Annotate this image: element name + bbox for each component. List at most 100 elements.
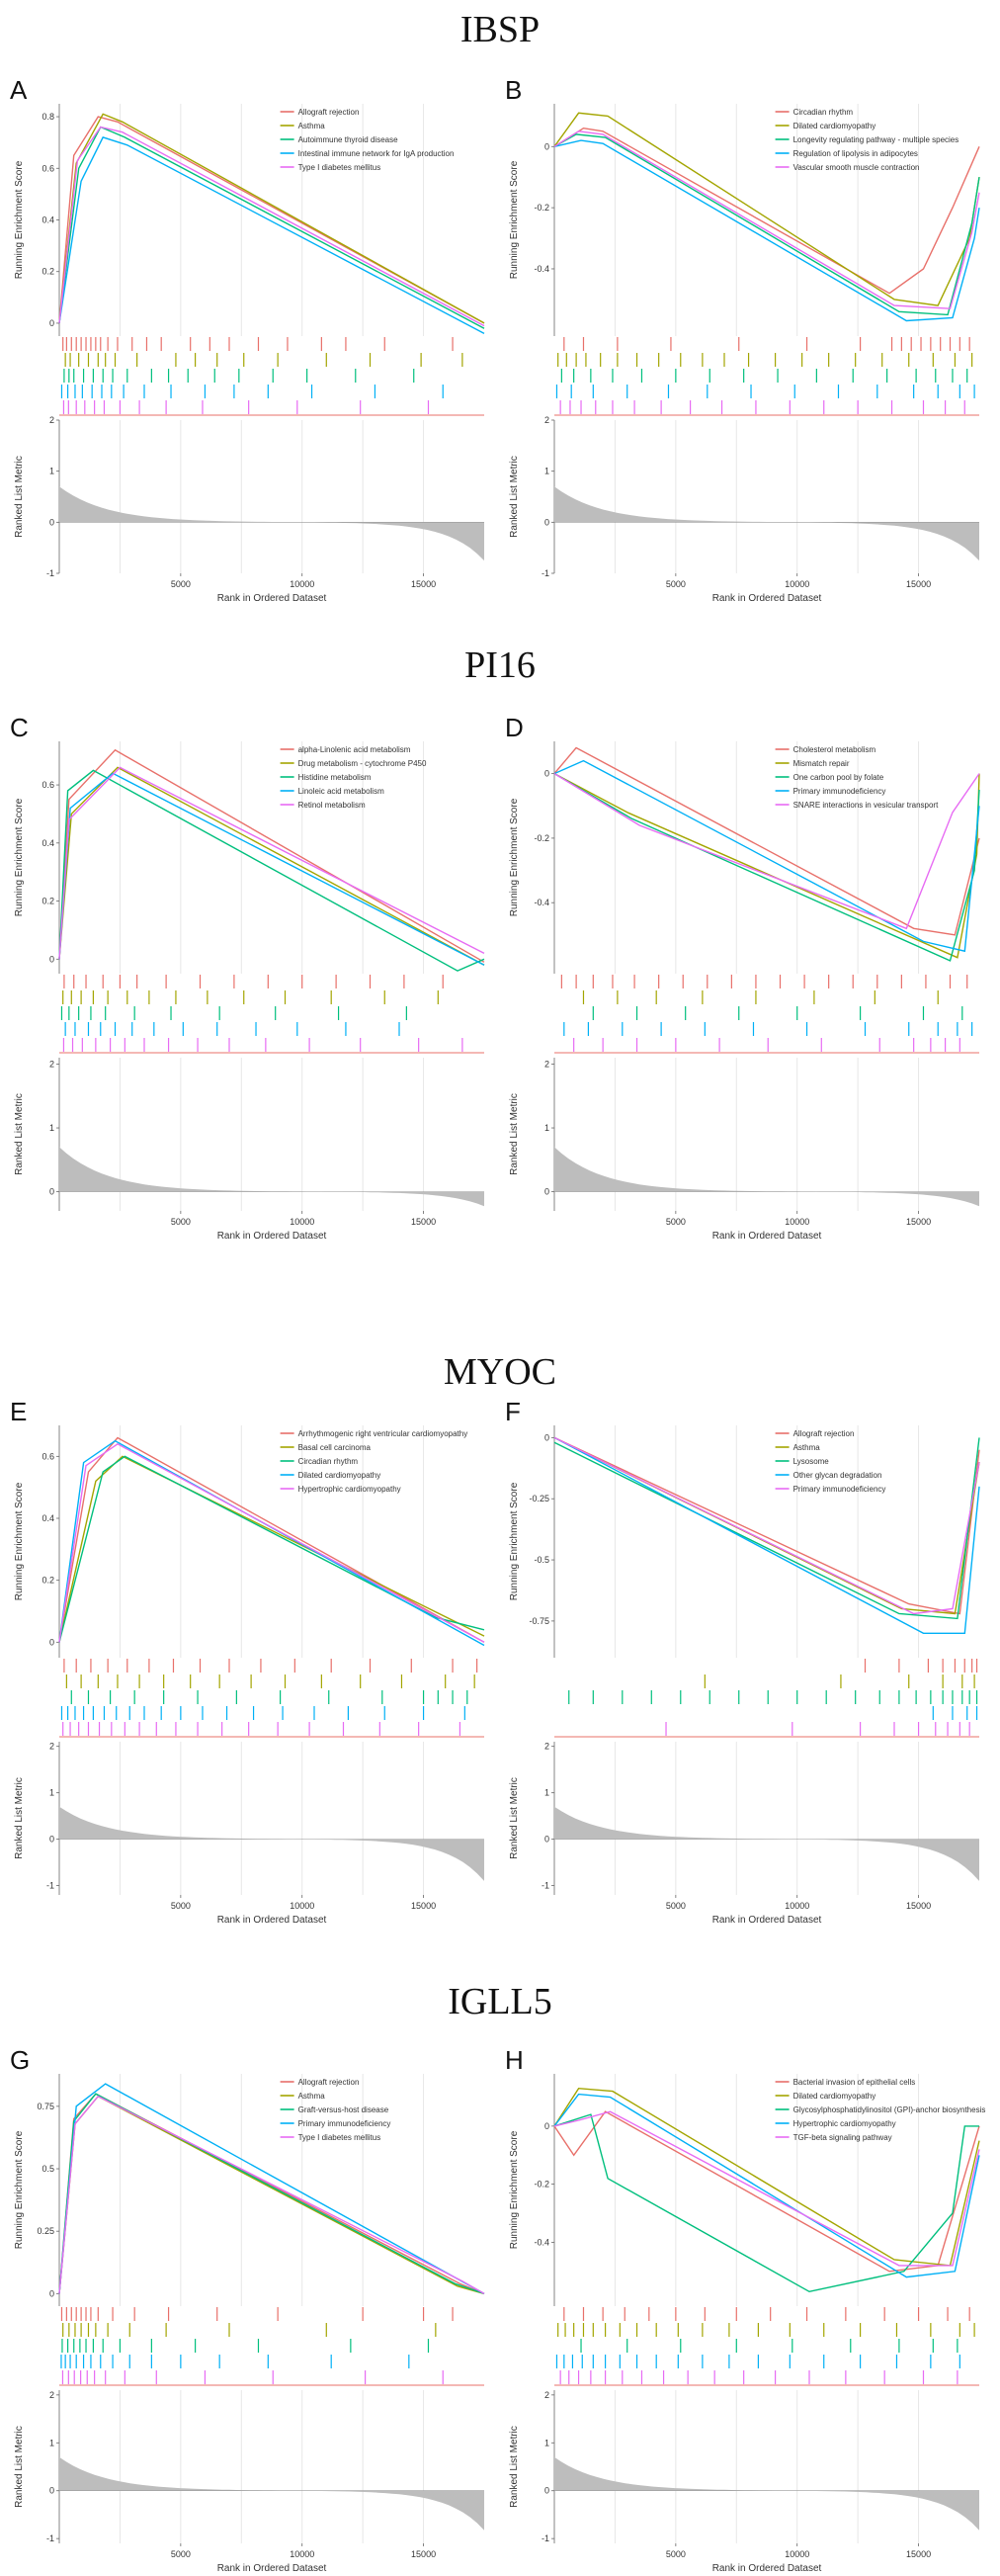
legend-entry: Lysosome <box>793 1457 830 1466</box>
es-curve-4 <box>553 2093 980 2278</box>
es-tick-label: 0 <box>49 954 54 964</box>
x-tick-label: 15000 <box>411 1901 436 1911</box>
x-axis-title: Rank in Ordered Dataset <box>712 2563 822 2574</box>
metric-tick-label: -1 <box>542 1881 549 1891</box>
es-curve-5 <box>58 1442 485 1643</box>
es-tick-label: -0.75 <box>529 1616 549 1626</box>
es-curve-5 <box>553 2110 980 2267</box>
metric-axis-title: Ranked List Metric <box>509 2426 520 2508</box>
legend-entry: Hypertrophic cardiomyopathy <box>298 1485 401 1494</box>
es-tick-label: 0.2 <box>42 1576 54 1586</box>
es-curve-1 <box>58 116 485 324</box>
es-axis-title: Running Enrichment Score <box>14 798 25 916</box>
legend-entry: Longevity regulating pathway - multiple … <box>793 135 959 144</box>
x-tick-label: 10000 <box>785 579 809 589</box>
es-axis-title: Running Enrichment Score <box>509 798 520 916</box>
legend-entry: Drug metabolism - cytochrome P450 <box>298 759 427 768</box>
es-curve-2 <box>58 1455 485 1643</box>
es-curve-1 <box>58 748 485 963</box>
x-tick-label: 10000 <box>785 1217 809 1227</box>
x-axis-title: Rank in Ordered Dataset <box>217 1915 327 1926</box>
legend-entry: Other glycan degradation <box>793 1471 882 1480</box>
metric-tick-label: -1 <box>46 2533 54 2543</box>
legend-entry: Type I diabetes mellitus <box>298 2133 381 2142</box>
metric-tick-label: 2 <box>544 2390 549 2400</box>
metric-axis-title: Ranked List Metric <box>509 1093 520 1175</box>
x-tick-label: 10000 <box>290 579 314 589</box>
panel-letter-e: E <box>10 1397 27 1426</box>
panel-d: D -0.4 -0.2 0 Running Enrichment Score Choles… <box>505 713 980 1242</box>
legend-entry: Dilated cardiomyopathy <box>793 2092 876 2101</box>
metric-tick-label: 1 <box>544 2438 549 2447</box>
es-tick-label: 0.6 <box>42 163 54 173</box>
es-curve-3 <box>553 1437 980 1620</box>
legend-entry: Primary immunodeficiency <box>793 1485 886 1494</box>
group-title: MYOC <box>444 1351 556 1393</box>
metric-tick-label: 2 <box>49 1742 54 1752</box>
es-tick-label: 0.25 <box>37 2226 54 2236</box>
legend-entry: Dilated cardiomyopathy <box>298 1471 381 1480</box>
panel-letter-a: A <box>10 75 28 105</box>
es-tick-label: -0.2 <box>534 833 549 843</box>
x-tick-label: 10000 <box>785 1901 809 1911</box>
es-tick-label: 0 <box>544 141 549 151</box>
x-tick-label: 5000 <box>171 579 191 589</box>
x-tick-label: 5000 <box>666 1217 686 1227</box>
es-tick-label: 0 <box>49 1637 54 1647</box>
metric-axis-title: Ranked List Metric <box>509 456 520 538</box>
legend-entry: alpha-Linolenic acid metabolism <box>298 745 411 754</box>
x-axis-title: Rank in Ordered Dataset <box>217 593 327 604</box>
es-tick-label: -0.2 <box>534 2180 549 2190</box>
legend-entry: Intestinal immune network for IgA produc… <box>298 149 455 158</box>
legend-entry: Hypertrophic cardiomyopathy <box>793 2119 896 2128</box>
x-tick-label: 15000 <box>906 579 931 589</box>
es-tick-label: 0.6 <box>42 1451 54 1461</box>
metric-axis-title: Ranked List Metric <box>14 456 25 538</box>
ranked-metric-area <box>59 2456 484 2531</box>
legend-entry: Asthma <box>793 1443 821 1452</box>
legend-entry: Primary immunodeficiency <box>793 787 886 796</box>
es-curve-1 <box>58 1436 485 1643</box>
metric-tick-label: 1 <box>544 467 549 476</box>
panel-g: G 0 0.25 0.5 0.75 Running Enrichment Score All… <box>10 2045 485 2574</box>
legend-entry: Basal cell carcinoma <box>298 1443 372 1452</box>
es-tick-label: 0 <box>544 1432 549 1442</box>
x-axis-title: Rank in Ordered Dataset <box>712 1231 822 1242</box>
legend-entry: Mismatch repair <box>793 759 850 768</box>
es-curve-5 <box>58 766 485 960</box>
es-curve-4 <box>58 1439 485 1647</box>
legend-entry: Regulation of lipolysis in adipocytes <box>793 149 918 158</box>
legend-entry: Linoleic acid metabolism <box>298 787 384 796</box>
es-axis-title: Running Enrichment Score <box>14 160 25 279</box>
es-curve-4 <box>58 136 485 335</box>
ranked-metric-area <box>554 486 979 561</box>
x-tick-label: 10000 <box>290 2549 314 2559</box>
x-tick-label: 15000 <box>906 1901 931 1911</box>
es-curve-1 <box>553 1436 980 1615</box>
metric-tick-label: -1 <box>542 568 549 578</box>
es-curve-5 <box>553 130 980 309</box>
es-curve-5 <box>553 773 980 930</box>
legend-entry: Graft-versus-host disease <box>298 2105 389 2114</box>
es-axis-title: Running Enrichment Score <box>14 2130 25 2249</box>
ranked-metric-area <box>59 1147 484 1207</box>
legend-entry: Glycosylphosphatidylinositol (GPI)-ancho… <box>793 2105 986 2114</box>
es-axis-title: Running Enrichment Score <box>509 2130 520 2249</box>
legend-entry: SNARE interactions in vesicular transpor… <box>793 801 940 810</box>
x-axis-title: Rank in Ordered Dataset <box>712 1915 822 1926</box>
metric-tick-label: 1 <box>544 1123 549 1133</box>
es-curve-4 <box>553 759 980 953</box>
panel-f: F -0.75 -0.5 -0.25 0 Running Enrichment Score… <box>505 1397 980 1926</box>
es-tick-label: 0.4 <box>42 838 54 848</box>
metric-tick-label: 2 <box>49 415 54 425</box>
x-tick-label: 10000 <box>785 2549 809 2559</box>
legend-entry: One carbon pool by folate <box>793 773 884 782</box>
metric-tick-label: 0 <box>49 2486 54 2496</box>
es-curve-3 <box>58 1455 485 1643</box>
panel-letter-f: F <box>505 1397 521 1426</box>
panel-letter-c: C <box>10 713 29 742</box>
x-tick-label: 10000 <box>290 1901 314 1911</box>
legend-entry: Type I diabetes mellitus <box>298 163 381 172</box>
legend-entry: Retinol metabolism <box>298 801 366 810</box>
x-tick-label: 5000 <box>171 1901 191 1911</box>
